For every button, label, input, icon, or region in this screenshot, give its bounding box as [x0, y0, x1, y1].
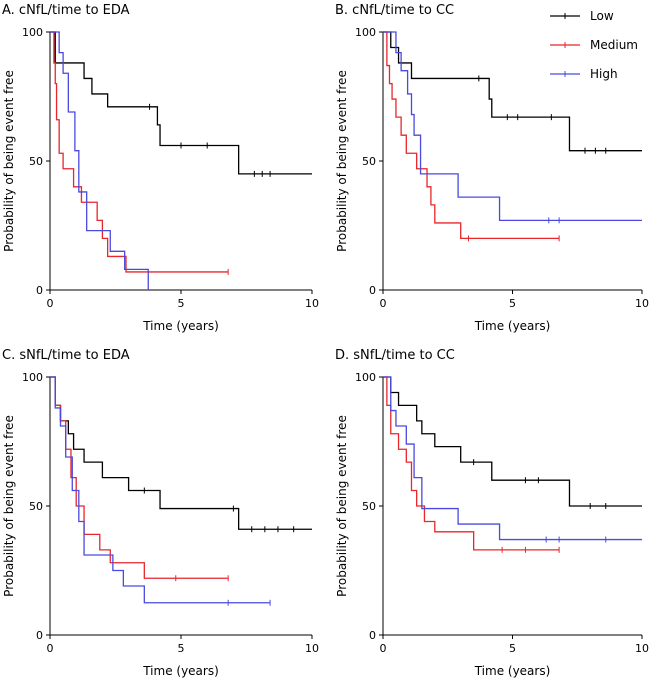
x-axis-label: Time (years) — [474, 319, 551, 333]
km-curve-high — [383, 376, 642, 541]
y-axis-label: Probability of being event free — [335, 70, 349, 252]
y-tick-label: 0 — [36, 629, 43, 642]
km-curve-low — [50, 376, 312, 530]
km-curve-low — [383, 31, 642, 152]
x-tick-label: 0 — [380, 297, 387, 310]
x-tick-label: 0 — [380, 642, 387, 655]
panel-0: A. cNfL/time to EDA 0 50 100 0 5 10 Time (years… — [2, 3, 319, 333]
km-curve-high — [50, 31, 149, 290]
x-axis-label: Time (years) — [474, 664, 551, 678]
km-curve-low — [383, 376, 642, 507]
x-tick-label: 0 — [47, 642, 54, 655]
y-tick-label: 100 — [22, 26, 43, 39]
x-axis-label: Time (years) — [142, 664, 219, 678]
y-tick-label: 50 — [362, 155, 376, 168]
y-tick-label: 50 — [29, 500, 43, 513]
y-axis-label: Probability of being event free — [2, 415, 16, 597]
km-curve-high — [50, 376, 271, 604]
y-tick-label: 50 — [362, 500, 376, 513]
x-tick-label: 5 — [509, 642, 516, 655]
legend-label-low: Low — [590, 9, 614, 23]
panel-3: D. sNfL/time to CC 0 50 100 0 5 10 Time (years)… — [335, 348, 649, 678]
panel-1: B. cNfL/time to CC 0 50 100 0 5 10 Time (years)… — [335, 3, 649, 333]
legend: Low Medium High — [550, 9, 638, 81]
y-axis-label: Probability of being event free — [335, 415, 349, 597]
km-curve-low — [50, 31, 312, 175]
panel-title: B. cNfL/time to CC — [335, 3, 454, 18]
y-tick-label: 0 — [36, 284, 43, 297]
y-tick-label: 100 — [355, 371, 376, 384]
panel-2: C. sNfL/time to EDA 0 50 100 0 5 10 Time (years… — [2, 348, 319, 678]
x-tick-label: 0 — [47, 297, 54, 310]
km-curve-medium — [50, 376, 229, 579]
y-tick-label: 100 — [355, 26, 376, 39]
y-tick-label: 0 — [369, 284, 376, 297]
legend-label-high: High — [590, 67, 618, 81]
panel-title: D. sNfL/time to CC — [335, 348, 455, 363]
panel-title: C. sNfL/time to EDA — [2, 348, 130, 363]
x-tick-label: 10 — [305, 642, 319, 655]
y-axis-label: Probability of being event free — [2, 70, 16, 252]
x-tick-label: 10 — [305, 297, 319, 310]
x-tick-label: 5 — [509, 297, 516, 310]
legend-label-medium: Medium — [590, 38, 638, 52]
km-curve-medium — [50, 31, 229, 273]
x-tick-label: 5 — [178, 297, 185, 310]
panel-title: A. cNfL/time to EDA — [2, 3, 130, 18]
y-tick-label: 50 — [29, 155, 43, 168]
x-tick-label: 10 — [635, 297, 649, 310]
x-axis-label: Time (years) — [142, 319, 219, 333]
y-tick-label: 0 — [369, 629, 376, 642]
km-curve-high — [383, 31, 642, 221]
km-curve-medium — [383, 31, 560, 240]
x-tick-label: 5 — [178, 642, 185, 655]
x-tick-label: 10 — [635, 642, 649, 655]
y-tick-label: 100 — [22, 371, 43, 384]
